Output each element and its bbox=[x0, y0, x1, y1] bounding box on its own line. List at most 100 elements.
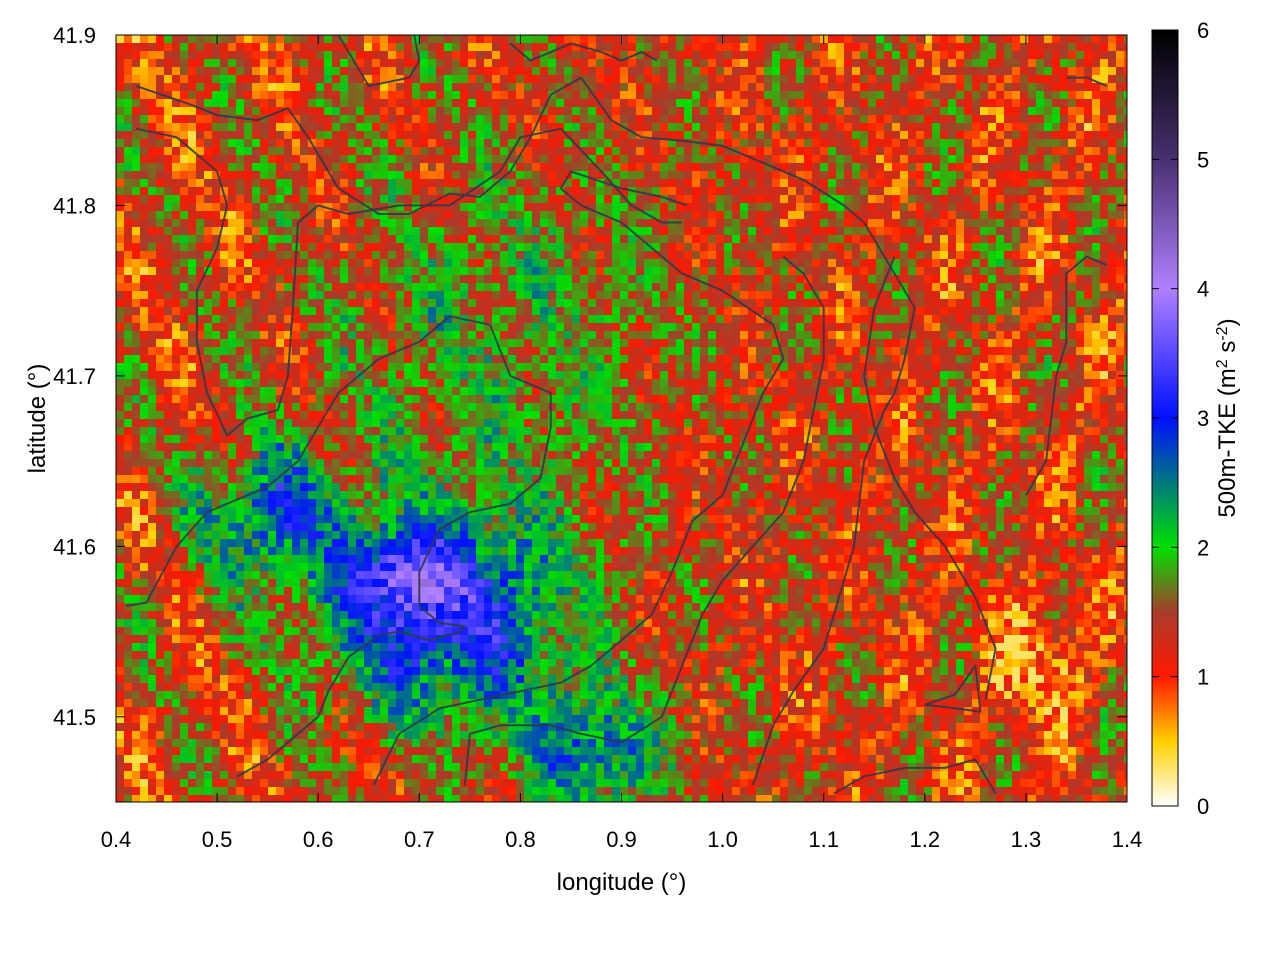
heatmap-cell bbox=[252, 331, 261, 340]
heatmap-cell bbox=[452, 51, 461, 60]
heatmap-cell bbox=[548, 219, 557, 228]
heatmap-cell bbox=[1012, 171, 1021, 180]
heatmap-cell bbox=[532, 43, 541, 52]
heatmap-cell bbox=[524, 75, 533, 84]
heatmap-cell bbox=[500, 107, 509, 116]
heatmap-cell bbox=[492, 139, 501, 148]
heatmap-cell bbox=[244, 243, 253, 252]
heatmap-cell bbox=[524, 243, 533, 252]
heatmap-cell bbox=[436, 91, 445, 100]
heatmap-cell bbox=[956, 203, 965, 212]
heatmap-cell bbox=[1100, 323, 1109, 332]
heatmap-cell bbox=[292, 91, 301, 100]
heatmap-cell bbox=[180, 283, 189, 292]
heatmap-cell bbox=[780, 267, 789, 276]
heatmap-cell bbox=[356, 107, 365, 116]
heatmap-cell bbox=[428, 83, 437, 92]
heatmap-cell bbox=[548, 331, 557, 340]
heatmap-cell bbox=[300, 307, 309, 316]
heatmap-cell bbox=[764, 147, 773, 156]
heatmap-cell bbox=[484, 307, 493, 316]
heatmap-cell bbox=[796, 131, 805, 140]
heatmap-cell bbox=[620, 187, 629, 196]
heatmap-cell bbox=[492, 83, 501, 92]
heatmap-cell bbox=[772, 187, 781, 196]
heatmap-cell bbox=[588, 91, 597, 100]
heatmap-cell bbox=[828, 283, 837, 292]
heatmap-cell bbox=[132, 91, 141, 100]
heatmap-cell bbox=[716, 275, 725, 284]
heatmap-cell bbox=[508, 107, 517, 116]
heatmap-cell bbox=[908, 339, 917, 348]
heatmap-cell bbox=[1044, 339, 1053, 348]
heatmap-cell bbox=[756, 331, 765, 340]
heatmap-cell bbox=[156, 323, 165, 332]
heatmap-cell bbox=[164, 123, 173, 132]
heatmap-cell bbox=[348, 163, 357, 172]
heatmap-cell bbox=[540, 67, 549, 76]
heatmap-cell bbox=[460, 187, 469, 196]
heatmap-cell bbox=[124, 147, 133, 156]
heatmap-cell bbox=[724, 251, 733, 260]
heatmap-cell bbox=[668, 115, 677, 124]
heatmap-cell bbox=[812, 83, 821, 92]
heatmap-cell bbox=[876, 259, 885, 268]
heatmap-cell bbox=[364, 235, 373, 244]
heatmap-cell bbox=[116, 323, 125, 332]
heatmap-cell bbox=[1092, 171, 1101, 180]
heatmap-cell bbox=[420, 195, 429, 204]
heatmap-cell bbox=[940, 163, 949, 172]
heatmap-cell bbox=[860, 91, 869, 100]
heatmap-cell bbox=[860, 339, 869, 348]
heatmap-cell bbox=[324, 99, 333, 108]
heatmap-cell bbox=[884, 163, 893, 172]
heatmap-cell bbox=[1100, 315, 1109, 324]
heatmap-cell bbox=[636, 35, 645, 44]
heatmap-cell bbox=[492, 259, 501, 268]
heatmap-cell bbox=[788, 131, 797, 140]
heatmap-cell bbox=[620, 107, 629, 116]
heatmap-cell bbox=[660, 83, 669, 92]
heatmap-cell bbox=[292, 51, 301, 60]
heatmap-cell bbox=[1004, 339, 1013, 348]
heatmap-cell bbox=[892, 315, 901, 324]
heatmap-cell bbox=[1100, 283, 1109, 292]
heatmap-cell bbox=[420, 75, 429, 84]
heatmap-cell bbox=[532, 243, 541, 252]
heatmap-cell bbox=[276, 179, 285, 188]
heatmap-cell bbox=[468, 251, 477, 260]
heatmap-cell bbox=[932, 275, 941, 284]
heatmap-cell bbox=[700, 227, 709, 236]
heatmap-cell bbox=[508, 299, 517, 308]
heatmap-cell bbox=[692, 147, 701, 156]
heatmap-cell bbox=[404, 147, 413, 156]
heatmap-cell bbox=[716, 235, 725, 244]
heatmap-cell bbox=[764, 219, 773, 228]
heatmap-cell bbox=[1084, 147, 1093, 156]
heatmap-cell bbox=[532, 211, 541, 220]
heatmap-cell bbox=[836, 203, 845, 212]
heatmap-cell bbox=[1100, 147, 1109, 156]
heatmap-cell bbox=[860, 251, 869, 260]
heatmap-cell bbox=[748, 75, 757, 84]
heatmap-cell bbox=[588, 203, 597, 212]
heatmap-cell bbox=[252, 51, 261, 60]
heatmap-cell bbox=[772, 235, 781, 244]
heatmap-cell bbox=[524, 83, 533, 92]
heatmap-cell bbox=[316, 187, 325, 196]
heatmap-cell bbox=[924, 67, 933, 76]
heatmap-cell bbox=[580, 235, 589, 244]
heatmap-cell bbox=[436, 59, 445, 68]
heatmap-cell bbox=[260, 171, 269, 180]
heatmap-cell bbox=[996, 171, 1005, 180]
heatmap-cell bbox=[1036, 99, 1045, 108]
heatmap-cell bbox=[412, 291, 421, 300]
heatmap-cell bbox=[972, 43, 981, 52]
heatmap-cell bbox=[404, 203, 413, 212]
heatmap-cell bbox=[420, 211, 429, 220]
heatmap-cell bbox=[124, 331, 133, 340]
heatmap-cell bbox=[180, 315, 189, 324]
heatmap-cell bbox=[180, 107, 189, 116]
heatmap-cell bbox=[956, 259, 965, 268]
heatmap-cell bbox=[724, 83, 733, 92]
